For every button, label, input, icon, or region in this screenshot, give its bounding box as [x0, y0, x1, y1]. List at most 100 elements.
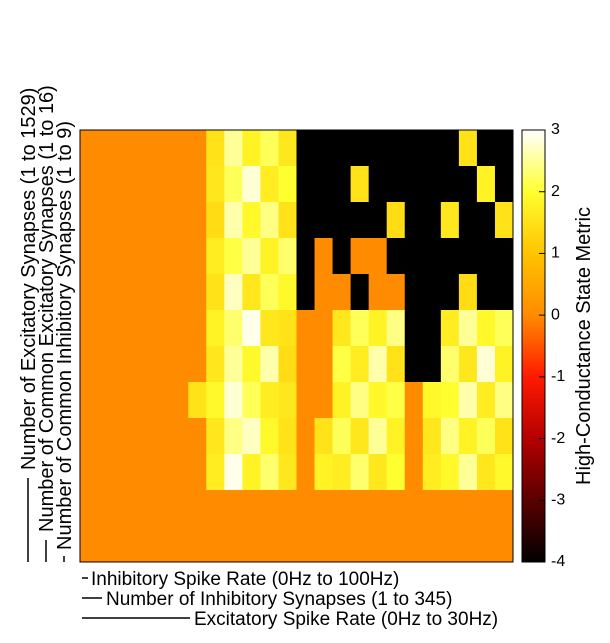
- heatmap-cell: [260, 418, 279, 455]
- heatmap-cell: [458, 202, 478, 239]
- heatmap-cell: [440, 454, 460, 491]
- heatmap-cell: [368, 526, 388, 563]
- heatmap: [80, 130, 514, 563]
- heatmap-cell: [386, 526, 406, 563]
- heatmap-cell: [152, 238, 171, 275]
- heatmap-cell: [224, 310, 243, 347]
- heatmap-cell: [152, 166, 171, 203]
- heatmap-cell: [206, 418, 225, 455]
- heatmap-cell: [80, 166, 99, 203]
- heatmap-cell: [134, 526, 153, 563]
- heatmap-cell: [314, 346, 334, 383]
- heatmap-cell: [440, 238, 460, 275]
- heatmap-cell: [170, 418, 189, 455]
- heatmap-cell: [278, 454, 297, 491]
- heatmap-cell: [368, 130, 388, 167]
- heatmap-cell: [296, 490, 316, 527]
- heatmap-cell: [494, 382, 514, 419]
- heatmap-cell: [350, 526, 370, 563]
- heatmap-cell: [224, 526, 243, 563]
- heatmap-cell: [296, 382, 316, 419]
- heatmap-cell: [458, 274, 478, 311]
- heatmap-cell: [386, 274, 406, 311]
- heatmap-cell: [170, 346, 189, 383]
- heatmap-cell: [314, 274, 334, 311]
- heatmap-cell: [278, 166, 297, 203]
- heatmap-cell: [152, 346, 171, 383]
- heatmap-cell: [170, 490, 189, 527]
- heatmap-cell: [206, 166, 225, 203]
- heatmap-cell: [242, 346, 261, 383]
- heatmap-cell: [260, 346, 279, 383]
- heatmap-cell: [98, 310, 117, 347]
- heatmap-cell: [206, 454, 225, 491]
- heatmap-cell: [242, 382, 261, 419]
- heatmap-cell: [152, 454, 171, 491]
- heatmap-cell: [386, 346, 406, 383]
- heatmap-cell: [80, 382, 99, 419]
- heatmap-cell: [296, 310, 316, 347]
- heatmap-cell: [80, 274, 99, 311]
- heatmap-cell: [134, 454, 153, 491]
- heatmap-cell: [188, 166, 207, 203]
- heatmap-cell: [152, 130, 171, 167]
- heatmap-cell: [314, 238, 334, 275]
- heatmap-cell: [206, 310, 225, 347]
- heatmap-cell: [224, 238, 243, 275]
- heatmap-cell: [494, 202, 514, 239]
- heatmap-cell: [494, 238, 514, 275]
- heatmap-cell: [260, 274, 279, 311]
- heatmap-cell: [404, 346, 424, 383]
- heatmap-cell: [476, 166, 496, 203]
- heatmap-cell: [170, 310, 189, 347]
- heatmap-cell: [224, 382, 243, 419]
- heatmap-cell: [242, 490, 261, 527]
- x-axis-label: Excitatory Spike Rate (0Hz to 30Hz): [194, 609, 498, 630]
- heatmap-cell: [116, 418, 135, 455]
- heatmap-cell: [332, 274, 352, 311]
- heatmap-cell: [458, 418, 478, 455]
- heatmap-cell: [350, 346, 370, 383]
- heatmap-cell: [404, 454, 424, 491]
- heatmap-cell: [296, 346, 316, 383]
- heatmap-cell: [404, 418, 424, 455]
- heatmap-cell: [134, 418, 153, 455]
- heatmap-cell: [170, 382, 189, 419]
- heatmap-cell: [476, 346, 496, 383]
- heatmap-cell: [422, 454, 442, 491]
- heatmap-cell: [476, 130, 496, 167]
- heatmap-cell: [350, 274, 370, 311]
- heatmap-cell: [224, 166, 243, 203]
- heatmap-cell: [278, 202, 297, 239]
- heatmap-cell: [296, 274, 316, 311]
- heatmap-cell: [476, 454, 496, 491]
- heatmap-cell: [296, 238, 316, 275]
- heatmap-cell: [368, 202, 388, 239]
- heatmap-cell: [422, 130, 442, 167]
- heatmap-cell: [80, 454, 99, 491]
- heatmap-cell: [332, 526, 352, 563]
- heatmap-cell: [386, 130, 406, 167]
- heatmap-cell: [260, 238, 279, 275]
- colorbar-tick-label: -4: [551, 553, 565, 570]
- heatmap-cell: [224, 130, 243, 167]
- heatmap-cell: [440, 418, 460, 455]
- heatmap-cell: [206, 202, 225, 239]
- heatmap-cell: [170, 130, 189, 167]
- heatmap-cell: [440, 274, 460, 311]
- heatmap-cell: [260, 454, 279, 491]
- heatmap-cell: [98, 346, 117, 383]
- heatmap-cell: [350, 310, 370, 347]
- colorbar-tick-label: 2: [551, 183, 560, 200]
- heatmap-cell: [188, 238, 207, 275]
- heatmap-cell: [476, 526, 496, 563]
- heatmap-cell: [332, 130, 352, 167]
- heatmap-cell: [278, 346, 297, 383]
- heatmap-cell: [134, 202, 153, 239]
- heatmap-cell: [224, 274, 243, 311]
- heatmap-cell: [296, 202, 316, 239]
- heatmap-cell: [386, 454, 406, 491]
- heatmap-cell: [242, 274, 261, 311]
- heatmap-cell: [458, 166, 478, 203]
